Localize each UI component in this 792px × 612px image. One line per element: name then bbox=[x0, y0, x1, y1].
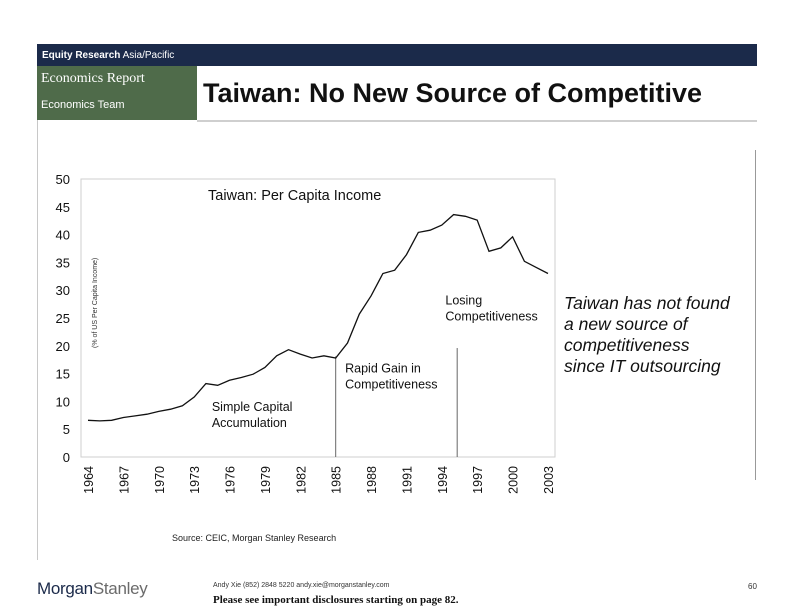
y-tick-label: 5 bbox=[63, 422, 70, 437]
annotation-label: Rapid Gain in bbox=[345, 361, 421, 375]
y-tick-label: 30 bbox=[56, 283, 70, 298]
annotation-label: Losing bbox=[445, 294, 482, 308]
x-tick-label: 1970 bbox=[153, 466, 167, 494]
x-tick-label: 1973 bbox=[188, 466, 202, 494]
annotation-label: Competitiveness bbox=[345, 377, 437, 391]
logo-second: Stanley bbox=[92, 579, 148, 598]
section-label: Equity Research bbox=[42, 50, 121, 61]
team-label: Economics Team bbox=[41, 99, 125, 111]
x-tick-label: 1985 bbox=[330, 466, 344, 494]
x-tick-label: 1967 bbox=[117, 466, 131, 494]
x-tick-label: 1964 bbox=[82, 466, 96, 494]
annotation-label: Competitiveness bbox=[445, 310, 537, 324]
content-frame bbox=[37, 120, 758, 560]
period-dividers bbox=[335, 348, 458, 457]
callout-text: Taiwan has not found a new source of com… bbox=[564, 293, 730, 376]
report-type: Economics Report bbox=[41, 71, 145, 86]
annotation-label: Accumulation bbox=[212, 416, 287, 430]
logo-first: Morgan bbox=[37, 579, 93, 598]
x-tick-label: 1982 bbox=[294, 466, 308, 494]
x-tick-label: 1991 bbox=[400, 466, 414, 494]
y-axis-label: (% of US Per Capita Income) bbox=[92, 258, 99, 348]
x-tick-label: 1976 bbox=[224, 466, 238, 494]
report-type-panel bbox=[37, 66, 197, 120]
x-tick-label: 1979 bbox=[259, 466, 273, 494]
y-tick-label: 20 bbox=[56, 339, 70, 354]
x-tick-label: 2000 bbox=[507, 466, 521, 494]
page-title: Taiwan: No New Source of Competitive bbox=[203, 78, 703, 108]
y-tick-label: 50 bbox=[56, 172, 70, 187]
chart-annotations: Simple Capital Accumulation Rapid Gain in C… bbox=[212, 294, 538, 430]
series-line bbox=[87, 213, 549, 422]
page-number: 60 bbox=[748, 582, 757, 591]
divider bbox=[755, 150, 756, 480]
x-axis: 1964 1967 1970 1973 1976 1979 1982 1985 1988 1991… bbox=[82, 466, 556, 494]
title-panel bbox=[197, 66, 757, 122]
disclosure-link[interactable]: Please see important disclosures startin… bbox=[213, 594, 459, 606]
per-capita-income-chart: 0 5 10 15 20 25 30 35 40 45 50 1964 1967 1970 1973 197… bbox=[56, 172, 556, 494]
research-label: Equity Research Asia/Pacific bbox=[42, 50, 174, 61]
y-tick-label: 0 bbox=[63, 450, 70, 465]
y-tick-label: 25 bbox=[56, 311, 70, 326]
source-note: Source: CEIC, Morgan Stanley Research bbox=[172, 533, 337, 543]
contact-info: Andy Xie (852) 2848 5220 andy.xie@morgan… bbox=[213, 582, 390, 589]
y-tick-label: 45 bbox=[56, 200, 70, 215]
x-tick-label: 2003 bbox=[542, 466, 556, 494]
annotation-label: Simple Capital bbox=[212, 400, 293, 414]
y-tick-label: 40 bbox=[56, 228, 70, 243]
y-tick-label: 35 bbox=[56, 255, 70, 270]
x-tick-label: 1994 bbox=[436, 466, 450, 494]
chart-title: Taiwan: Per Capita Income bbox=[208, 188, 381, 204]
region-label: Asia/Pacific bbox=[122, 50, 175, 61]
y-tick-label: 15 bbox=[56, 367, 70, 382]
y-tick-label: 10 bbox=[56, 394, 70, 409]
y-axis: 0 5 10 15 20 25 30 35 40 45 50 bbox=[56, 172, 70, 465]
x-tick-label: 1997 bbox=[471, 466, 485, 494]
morgan-stanley-logo: MorganStanley bbox=[37, 579, 148, 599]
x-tick-label: 1988 bbox=[365, 466, 379, 494]
